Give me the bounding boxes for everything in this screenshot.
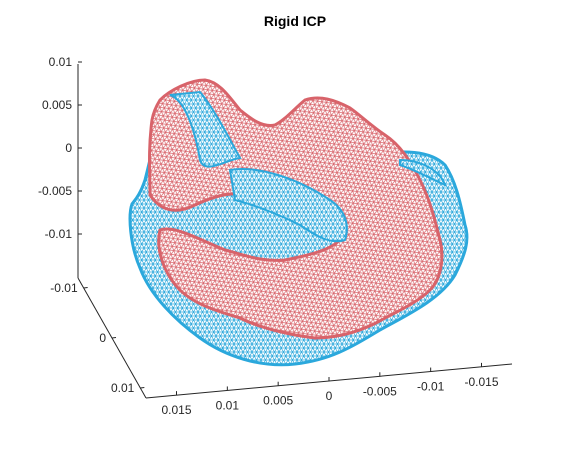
z-tick-label: -0.005 bbox=[38, 184, 72, 198]
bottom-tick-label: -0.01 bbox=[417, 380, 445, 394]
z-tick-label: 0.01 bbox=[49, 55, 73, 69]
z-axis-ticks: 0.01 0.005 0 -0.005 -0.01 bbox=[38, 55, 82, 241]
left-depth-tick-mark bbox=[83, 287, 88, 289]
left-depth-tick-label: 0 bbox=[99, 331, 106, 345]
z-tick-label: 0.005 bbox=[42, 98, 72, 112]
bottom-tick-label: 0 bbox=[326, 389, 333, 403]
z-tick-label: -0.01 bbox=[45, 227, 73, 241]
series-red-mesh bbox=[148, 78, 447, 340]
bottom-axis-ticks: 0.015 0.01 0.005 0 -0.005 -0.01 -0.015 bbox=[161, 362, 499, 417]
chart-title: Rigid ICP bbox=[264, 13, 326, 29]
left-depth-axis-ticks: -0.01 0 0.01 bbox=[50, 281, 145, 395]
bottom-tick-label: 0.01 bbox=[216, 398, 240, 412]
left-depth-tick-label: 0.01 bbox=[111, 381, 135, 395]
left-depth-tick-label: -0.01 bbox=[50, 281, 78, 295]
bottom-tick-label: 0.015 bbox=[161, 403, 191, 417]
left-depth-tick-mark bbox=[111, 337, 117, 339]
left-depth-tick-mark bbox=[140, 387, 145, 389]
bottom-tick-label: -0.015 bbox=[464, 375, 498, 389]
bottom-tick-label: -0.005 bbox=[363, 384, 397, 398]
z-tick-label: 0 bbox=[65, 141, 72, 155]
bottom-tick-label: 0.005 bbox=[263, 394, 293, 408]
